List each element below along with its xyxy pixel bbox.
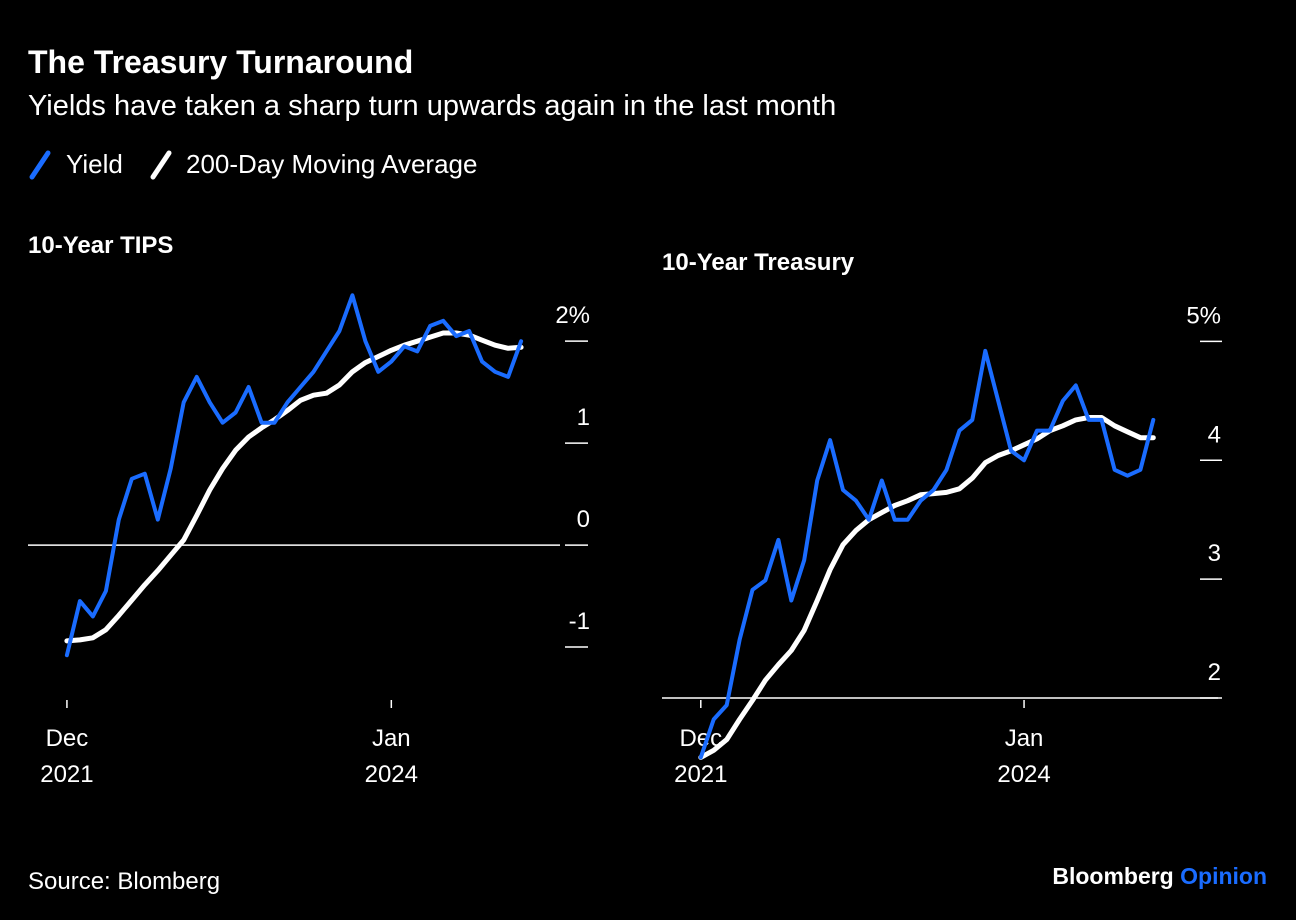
subtitle: Yields have taken a sharp turn upwards a… [28, 90, 836, 122]
panel-title: 10-Year TIPS [28, 232, 173, 259]
legend-icon [150, 150, 172, 180]
y-tick-label: 4 [1208, 421, 1221, 448]
brand-sub: Opinion [1180, 863, 1267, 889]
source: Source: Blomberg [28, 868, 220, 895]
x-tick-label: Jan 2024 [997, 725, 1050, 788]
brand-name: Bloomberg [1052, 863, 1173, 889]
x-tick-label: Dec 2021 [40, 725, 93, 788]
x-tick-label: Dec 2021 [674, 725, 727, 788]
y-tick-label: 2% [555, 302, 590, 329]
title: The Treasury Turnaround [28, 44, 413, 80]
series-line [698, 348, 1156, 760]
panel-title: 10-Year Treasury [662, 249, 855, 276]
legend-icon [29, 150, 51, 180]
brand: Bloomberg Opinion [1052, 863, 1267, 889]
legend-label: Yield [66, 149, 123, 179]
legend-label: 200-Day Moving Average [186, 149, 477, 179]
x-tick-label: Jan 2024 [365, 725, 418, 788]
y-tick-label: -1 [569, 608, 590, 635]
series-line [64, 330, 524, 644]
y-tick-label: 0 [577, 506, 590, 533]
series-line [64, 293, 524, 658]
y-tick-label: 2 [1208, 659, 1221, 686]
y-tick-label: 1 [577, 404, 590, 431]
y-tick-label: 3 [1208, 540, 1221, 567]
y-tick-label: 5% [1186, 302, 1221, 329]
